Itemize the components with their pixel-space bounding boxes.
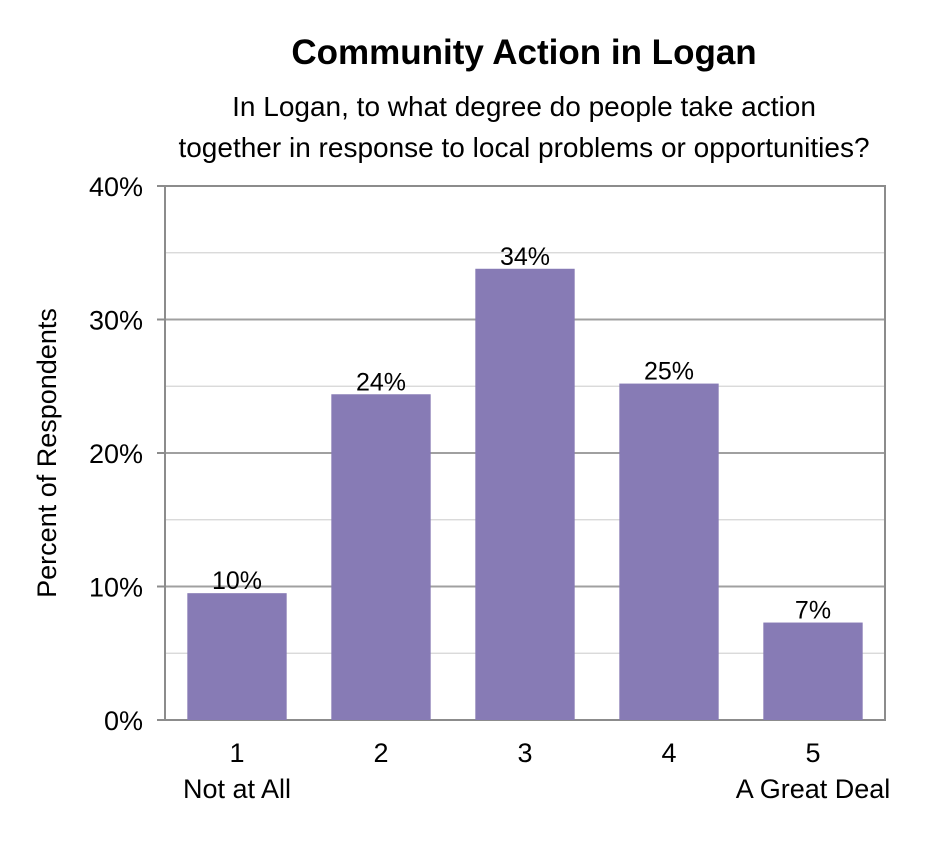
x-tick-label: 3 <box>517 738 532 768</box>
x-tick-label: 4 <box>661 738 676 768</box>
x-tick-label: 5 <box>805 738 820 768</box>
x-category-sublabel: Not at All <box>183 774 291 804</box>
x-category-sublabel: A Great Deal <box>736 774 891 804</box>
chart-title: Community Action in Logan <box>291 33 756 72</box>
bar <box>331 394 431 720</box>
y-tick-label: 0% <box>104 706 143 736</box>
data-label: 25% <box>644 358 694 386</box>
y-tick-label: 10% <box>89 573 143 603</box>
data-label: 24% <box>356 368 406 396</box>
chart-subtitle-line-1: In Logan, to what degree do people take … <box>232 91 816 122</box>
bar <box>763 622 863 720</box>
data-label: 10% <box>212 567 262 595</box>
x-tick-label: 2 <box>373 738 388 768</box>
y-tick-label: 20% <box>89 439 143 469</box>
x-tick-label: 1 <box>229 738 244 768</box>
bar <box>619 383 719 720</box>
y-axis-title: Percent of Respondents <box>32 308 62 598</box>
data-label: 34% <box>500 243 550 271</box>
bar <box>475 268 575 720</box>
data-label: 7% <box>795 597 831 625</box>
y-tick-label: 40% <box>89 172 143 202</box>
chart-subtitle-line-2: together in response to local problems o… <box>178 132 869 163</box>
bar <box>187 593 287 720</box>
plot-area: 0% 10% 20% 30% 40% 10% 1 Not at All 24% 2 34% 3 25% 4… <box>89 172 890 804</box>
y-tick-label: 30% <box>89 306 143 336</box>
